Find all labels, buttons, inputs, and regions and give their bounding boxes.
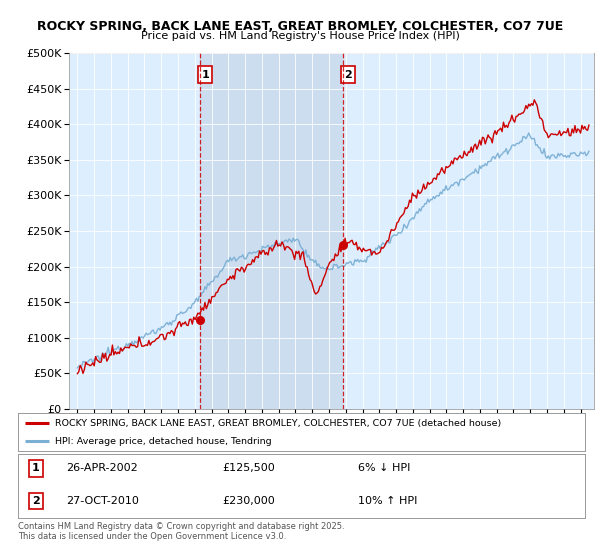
Text: 10% ↑ HPI: 10% ↑ HPI — [358, 496, 418, 506]
Bar — [200, 53, 343, 409]
Text: Contains HM Land Registry data © Crown copyright and database right 2025.
This d: Contains HM Land Registry data © Crown c… — [18, 522, 344, 542]
Text: ROCKY SPRING, BACK LANE EAST, GREAT BROMLEY, COLCHESTER, CO7 7UE (detached house: ROCKY SPRING, BACK LANE EAST, GREAT BROM… — [55, 418, 501, 427]
Text: £230,000: £230,000 — [222, 496, 275, 506]
Text: ROCKY SPRING, BACK LANE EAST, GREAT BROMLEY, COLCHESTER, CO7 7UE: ROCKY SPRING, BACK LANE EAST, GREAT BROM… — [37, 20, 563, 32]
Text: Price paid vs. HM Land Registry's House Price Index (HPI): Price paid vs. HM Land Registry's House … — [140, 31, 460, 41]
Text: 6% ↓ HPI: 6% ↓ HPI — [358, 464, 410, 473]
Text: 1: 1 — [202, 69, 209, 80]
Text: HPI: Average price, detached house, Tendring: HPI: Average price, detached house, Tend… — [55, 437, 271, 446]
Text: 1: 1 — [32, 464, 40, 473]
Text: 2: 2 — [344, 69, 352, 80]
Text: 26-APR-2002: 26-APR-2002 — [66, 464, 138, 473]
Text: 2: 2 — [32, 496, 40, 506]
Text: 27-OCT-2010: 27-OCT-2010 — [66, 496, 139, 506]
Text: £125,500: £125,500 — [222, 464, 275, 473]
